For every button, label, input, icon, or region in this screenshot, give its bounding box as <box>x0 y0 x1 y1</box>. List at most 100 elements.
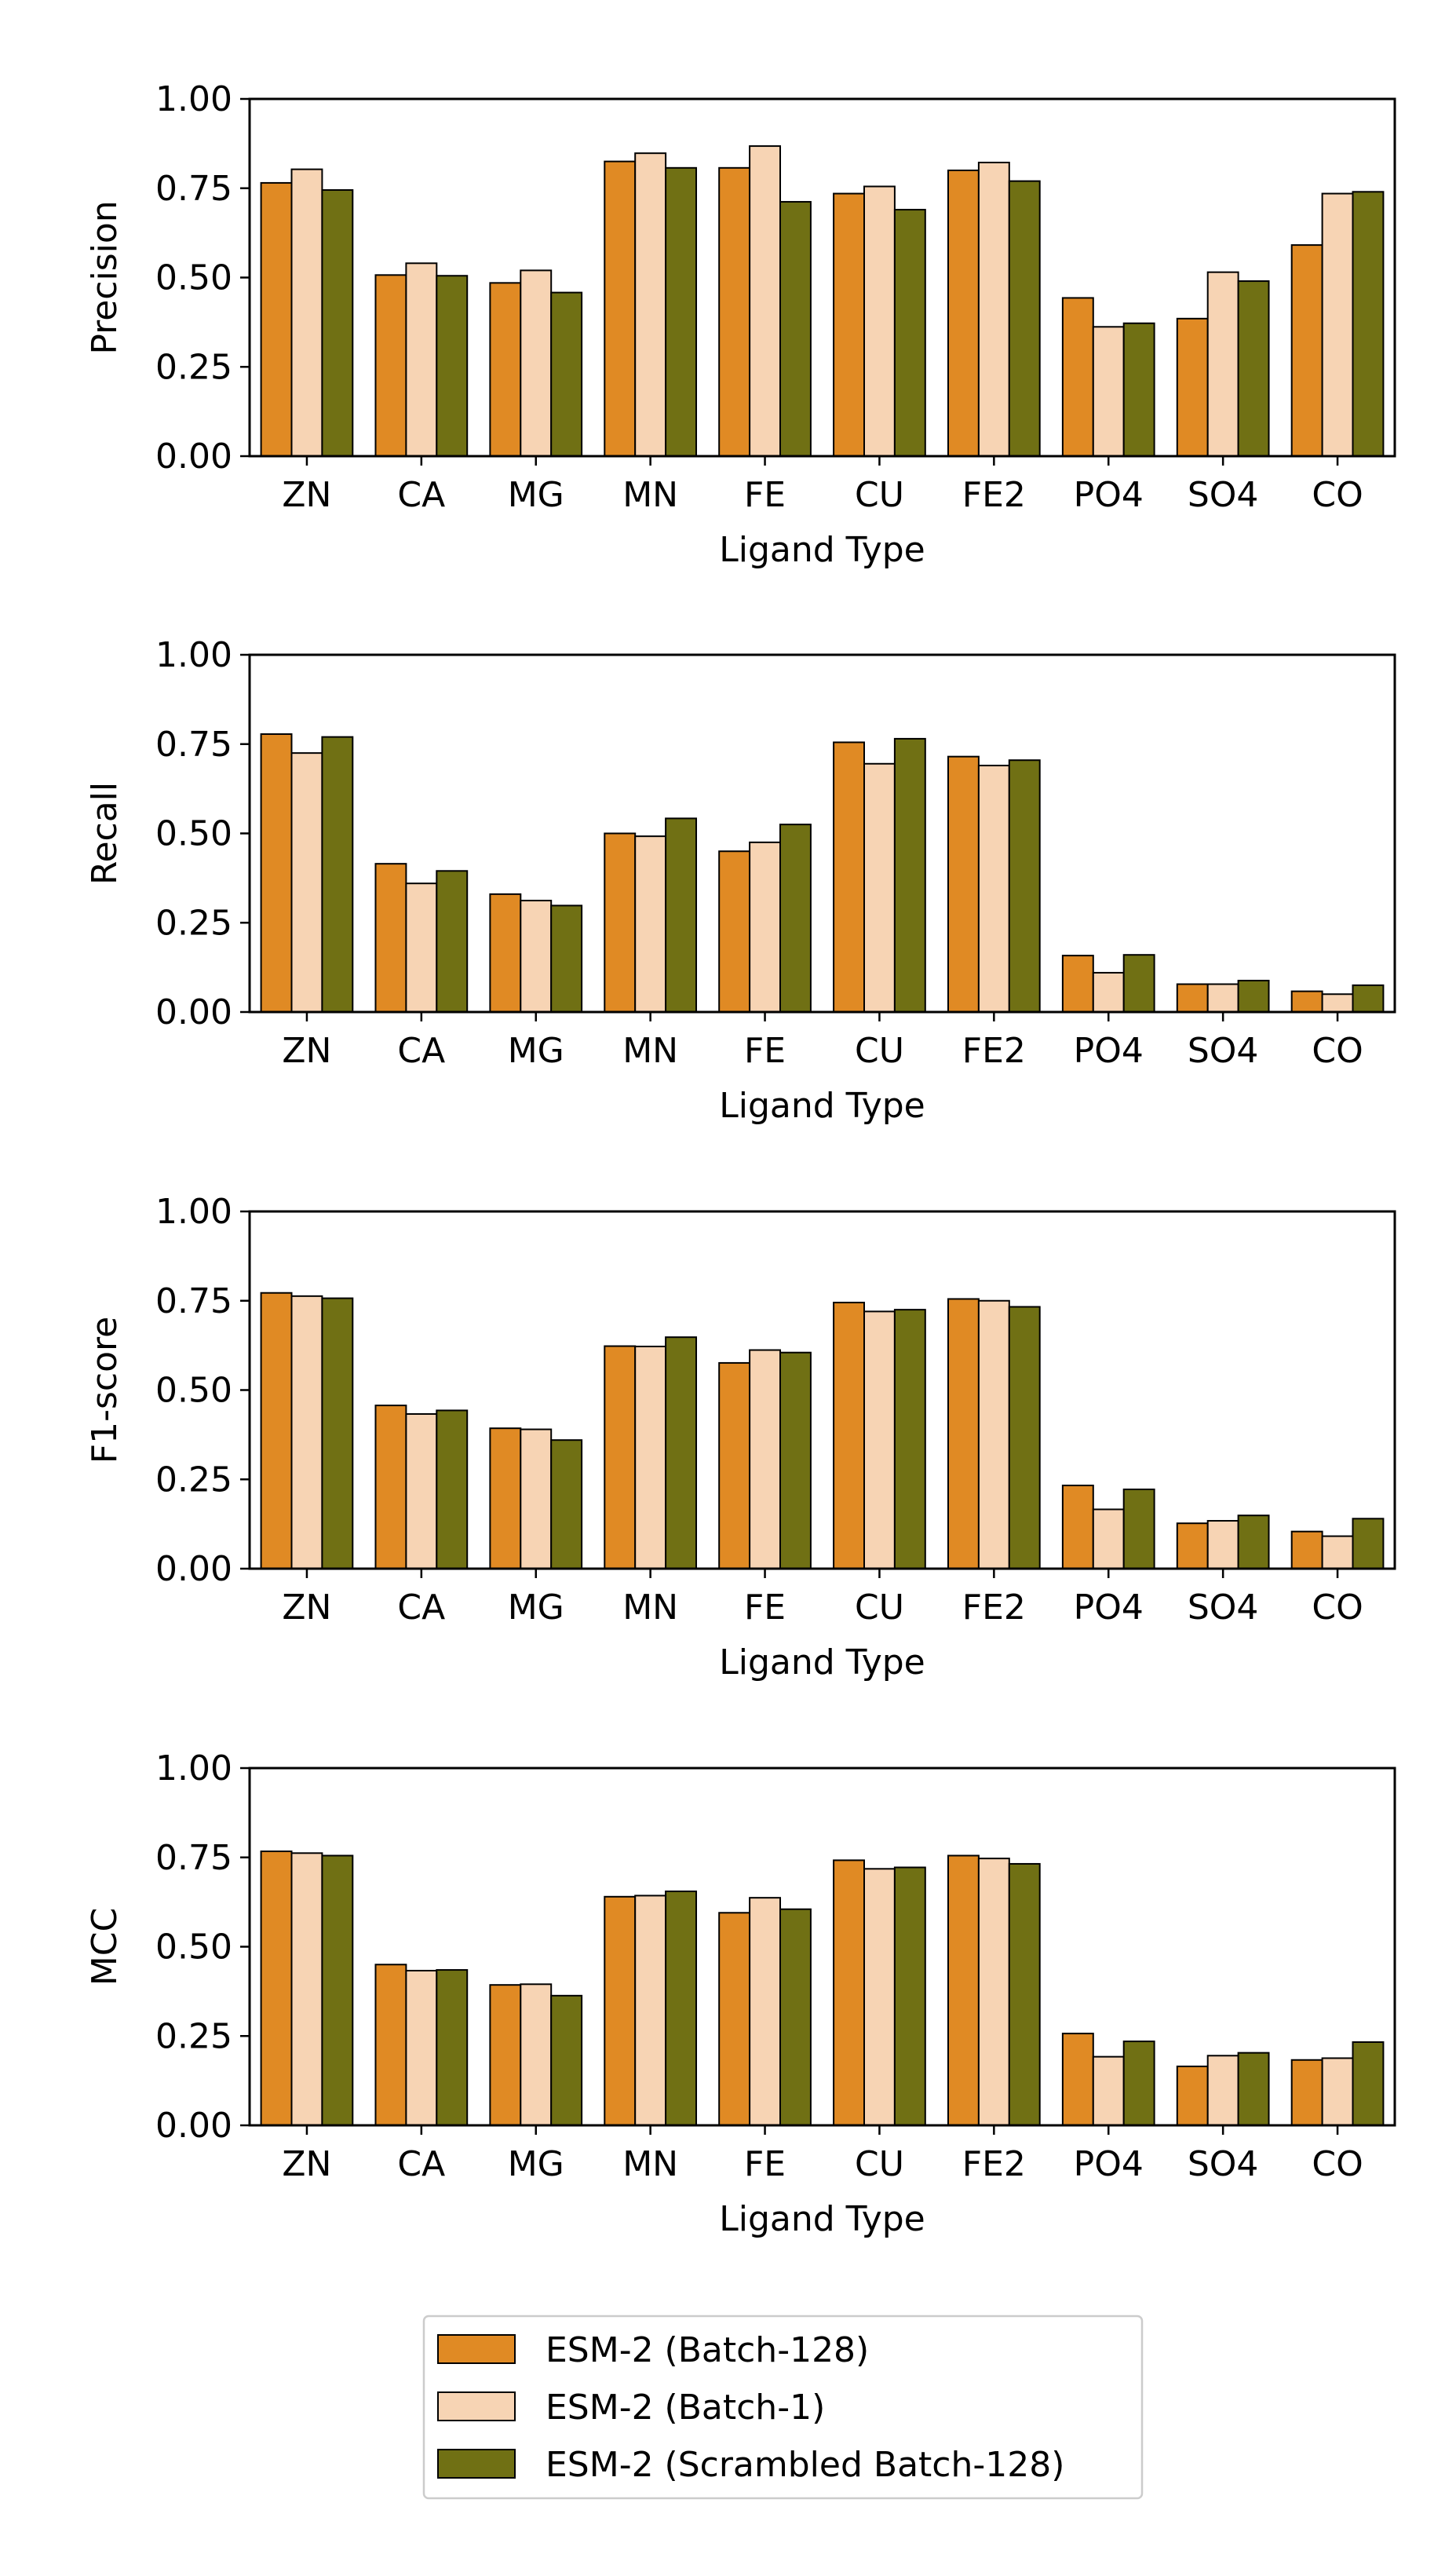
y-tick-label: 0.75 <box>155 1281 232 1321</box>
bar-ca-series-2 <box>405 1969 438 2126</box>
bar-mg-series-2 <box>520 269 553 457</box>
bar-mg-series-3 <box>550 904 583 1014</box>
y-tick-label: 1.00 <box>155 1192 232 1232</box>
bar-co-series-2 <box>1321 993 1354 1013</box>
bar-fe-series-3 <box>779 1908 812 2126</box>
bar-co-series-1 <box>1290 990 1323 1013</box>
y-tick-label: 0.25 <box>155 347 232 387</box>
bar-mg-series-1 <box>489 282 522 457</box>
bar-co-series-2 <box>1321 192 1354 457</box>
bar-so4-series-1 <box>1176 317 1209 457</box>
bar-zn-series-1 <box>260 1851 293 2126</box>
bar-zn-series-1 <box>260 181 293 457</box>
bar-po4-series-1 <box>1061 297 1094 457</box>
bar-co-series-1 <box>1290 1530 1323 1570</box>
bar-zn-series-3 <box>321 189 354 458</box>
x-tick-label: MG <box>508 2144 564 2184</box>
bar-cu-series-3 <box>893 1866 926 2126</box>
x-tick-label: MN <box>622 2144 678 2184</box>
bar-zn-series-1 <box>260 1292 293 1569</box>
bar-cu-series-1 <box>833 1859 865 2126</box>
bar-ca-series-2 <box>405 262 438 457</box>
x-tick-label: FE2 <box>962 1588 1026 1628</box>
bar-so4-series-2 <box>1206 2055 1239 2127</box>
bar-fe-series-3 <box>779 824 812 1014</box>
chart-panel-recall: 0.00 0.25 0.50 0.75 1.00 ZN CA MG MN FE CU FE2 PO4 SO… <box>85 635 1396 1126</box>
bar-co-series-1 <box>1290 244 1323 457</box>
bar-cu-series-3 <box>893 737 926 1013</box>
x-tick-label: FE <box>744 475 786 515</box>
legend-box <box>422 2315 1144 2500</box>
y-tick-label: 0.00 <box>155 2106 232 2146</box>
x-tick-label: PO4 <box>1074 2144 1144 2184</box>
y-axis-label: Precision <box>85 200 125 354</box>
x-tick-label: CO <box>1312 475 1363 515</box>
x-tick-label: PO4 <box>1074 1031 1144 1071</box>
bar-ca-series-3 <box>436 1409 469 1570</box>
bar-co-series-2 <box>1321 1535 1354 1569</box>
bar-zn-series-2 <box>290 1295 323 1569</box>
x-tick-label: CO <box>1312 2144 1363 2184</box>
x-tick-label: PO4 <box>1074 1588 1144 1628</box>
bar-zn-series-2 <box>290 752 323 1014</box>
x-tick-label: CO <box>1312 1588 1363 1628</box>
bar-cu-series-2 <box>863 1868 896 2127</box>
x-tick-label: CU <box>855 1588 904 1628</box>
bar-fe2-series-2 <box>977 765 1010 1013</box>
bar-mn-series-1 <box>604 160 637 458</box>
y-tick-label: 0.50 <box>155 1371 232 1411</box>
bar-po4-series-3 <box>1122 1488 1155 1569</box>
bar-mn-series-1 <box>604 1345 637 1570</box>
bar-co-series-3 <box>1352 984 1385 1014</box>
x-tick-label: ZN <box>282 475 331 515</box>
x-tick-label: FE <box>744 1031 786 1071</box>
y-tick-label: 1.00 <box>155 1748 232 1789</box>
x-tick-label: MG <box>508 1031 564 1071</box>
bar-fe2-series-3 <box>1008 180 1041 457</box>
chart-panel-f1-score: 0.00 0.25 0.50 0.75 1.00 ZN CA MG MN FE CU FE2 PO4 SO… <box>85 1192 1396 1683</box>
y-tick-label: 0.75 <box>155 169 232 209</box>
bar-fe2-series-3 <box>1008 1862 1041 2126</box>
bar-cu-series-1 <box>833 192 865 457</box>
bar-so4-series-3 <box>1237 1514 1270 1569</box>
y-tick-label: 0.75 <box>155 1838 232 1878</box>
bar-ca-series-3 <box>436 275 469 458</box>
bar-po4-series-2 <box>1092 326 1125 458</box>
bar-so4-series-3 <box>1237 2052 1270 2126</box>
bar-co-series-3 <box>1352 191 1385 458</box>
bar-zn-series-1 <box>260 733 293 1013</box>
y-axis-label: Recall <box>85 782 125 885</box>
bar-fe-series-3 <box>779 201 812 457</box>
y-tick-label: 0.75 <box>155 725 232 765</box>
bar-so4-series-3 <box>1237 979 1270 1013</box>
y-tick-label: 0.25 <box>155 2016 232 2056</box>
y-tick-label: 0.25 <box>155 1460 232 1500</box>
bar-mn-series-3 <box>665 817 698 1014</box>
chart-panel-mcc: 0.00 0.25 0.50 0.75 1.00 ZN CA MG MN FE CU FE2 PO4 SO… <box>85 1748 1396 2239</box>
y-tick-label: 1.00 <box>155 635 232 675</box>
bar-mn-series-2 <box>634 152 667 457</box>
legend-swatch-1 <box>437 2334 516 2364</box>
bar-co-series-3 <box>1352 1518 1385 1570</box>
x-tick-label: CA <box>397 475 445 515</box>
x-tick-label: SO4 <box>1188 475 1259 515</box>
bar-fe2-series-3 <box>1008 759 1041 1013</box>
y-tick-label: 0.50 <box>155 1927 232 1968</box>
bar-so4-series-1 <box>1176 2065 1209 2126</box>
x-tick-label: FE2 <box>962 1031 1026 1071</box>
bar-cu-series-2 <box>863 762 896 1014</box>
bar-cu-series-1 <box>833 1302 865 1570</box>
bar-mg-series-3 <box>550 291 583 457</box>
bar-fe2-series-2 <box>977 1858 1010 2127</box>
bar-zn-series-3 <box>321 736 354 1014</box>
bar-mn-series-3 <box>665 1336 698 1570</box>
bar-mn-series-3 <box>665 1890 698 2126</box>
y-tick-label: 0.00 <box>155 1549 232 1589</box>
bar-mn-series-2 <box>634 1894 667 2126</box>
bar-mn-series-2 <box>634 835 667 1014</box>
x-tick-label: SO4 <box>1188 1588 1259 1628</box>
bar-mg-series-1 <box>489 893 522 1013</box>
bar-cu-series-2 <box>863 1310 896 1570</box>
bar-cu-series-2 <box>863 185 896 457</box>
y-tick-label: 1.00 <box>155 79 232 119</box>
